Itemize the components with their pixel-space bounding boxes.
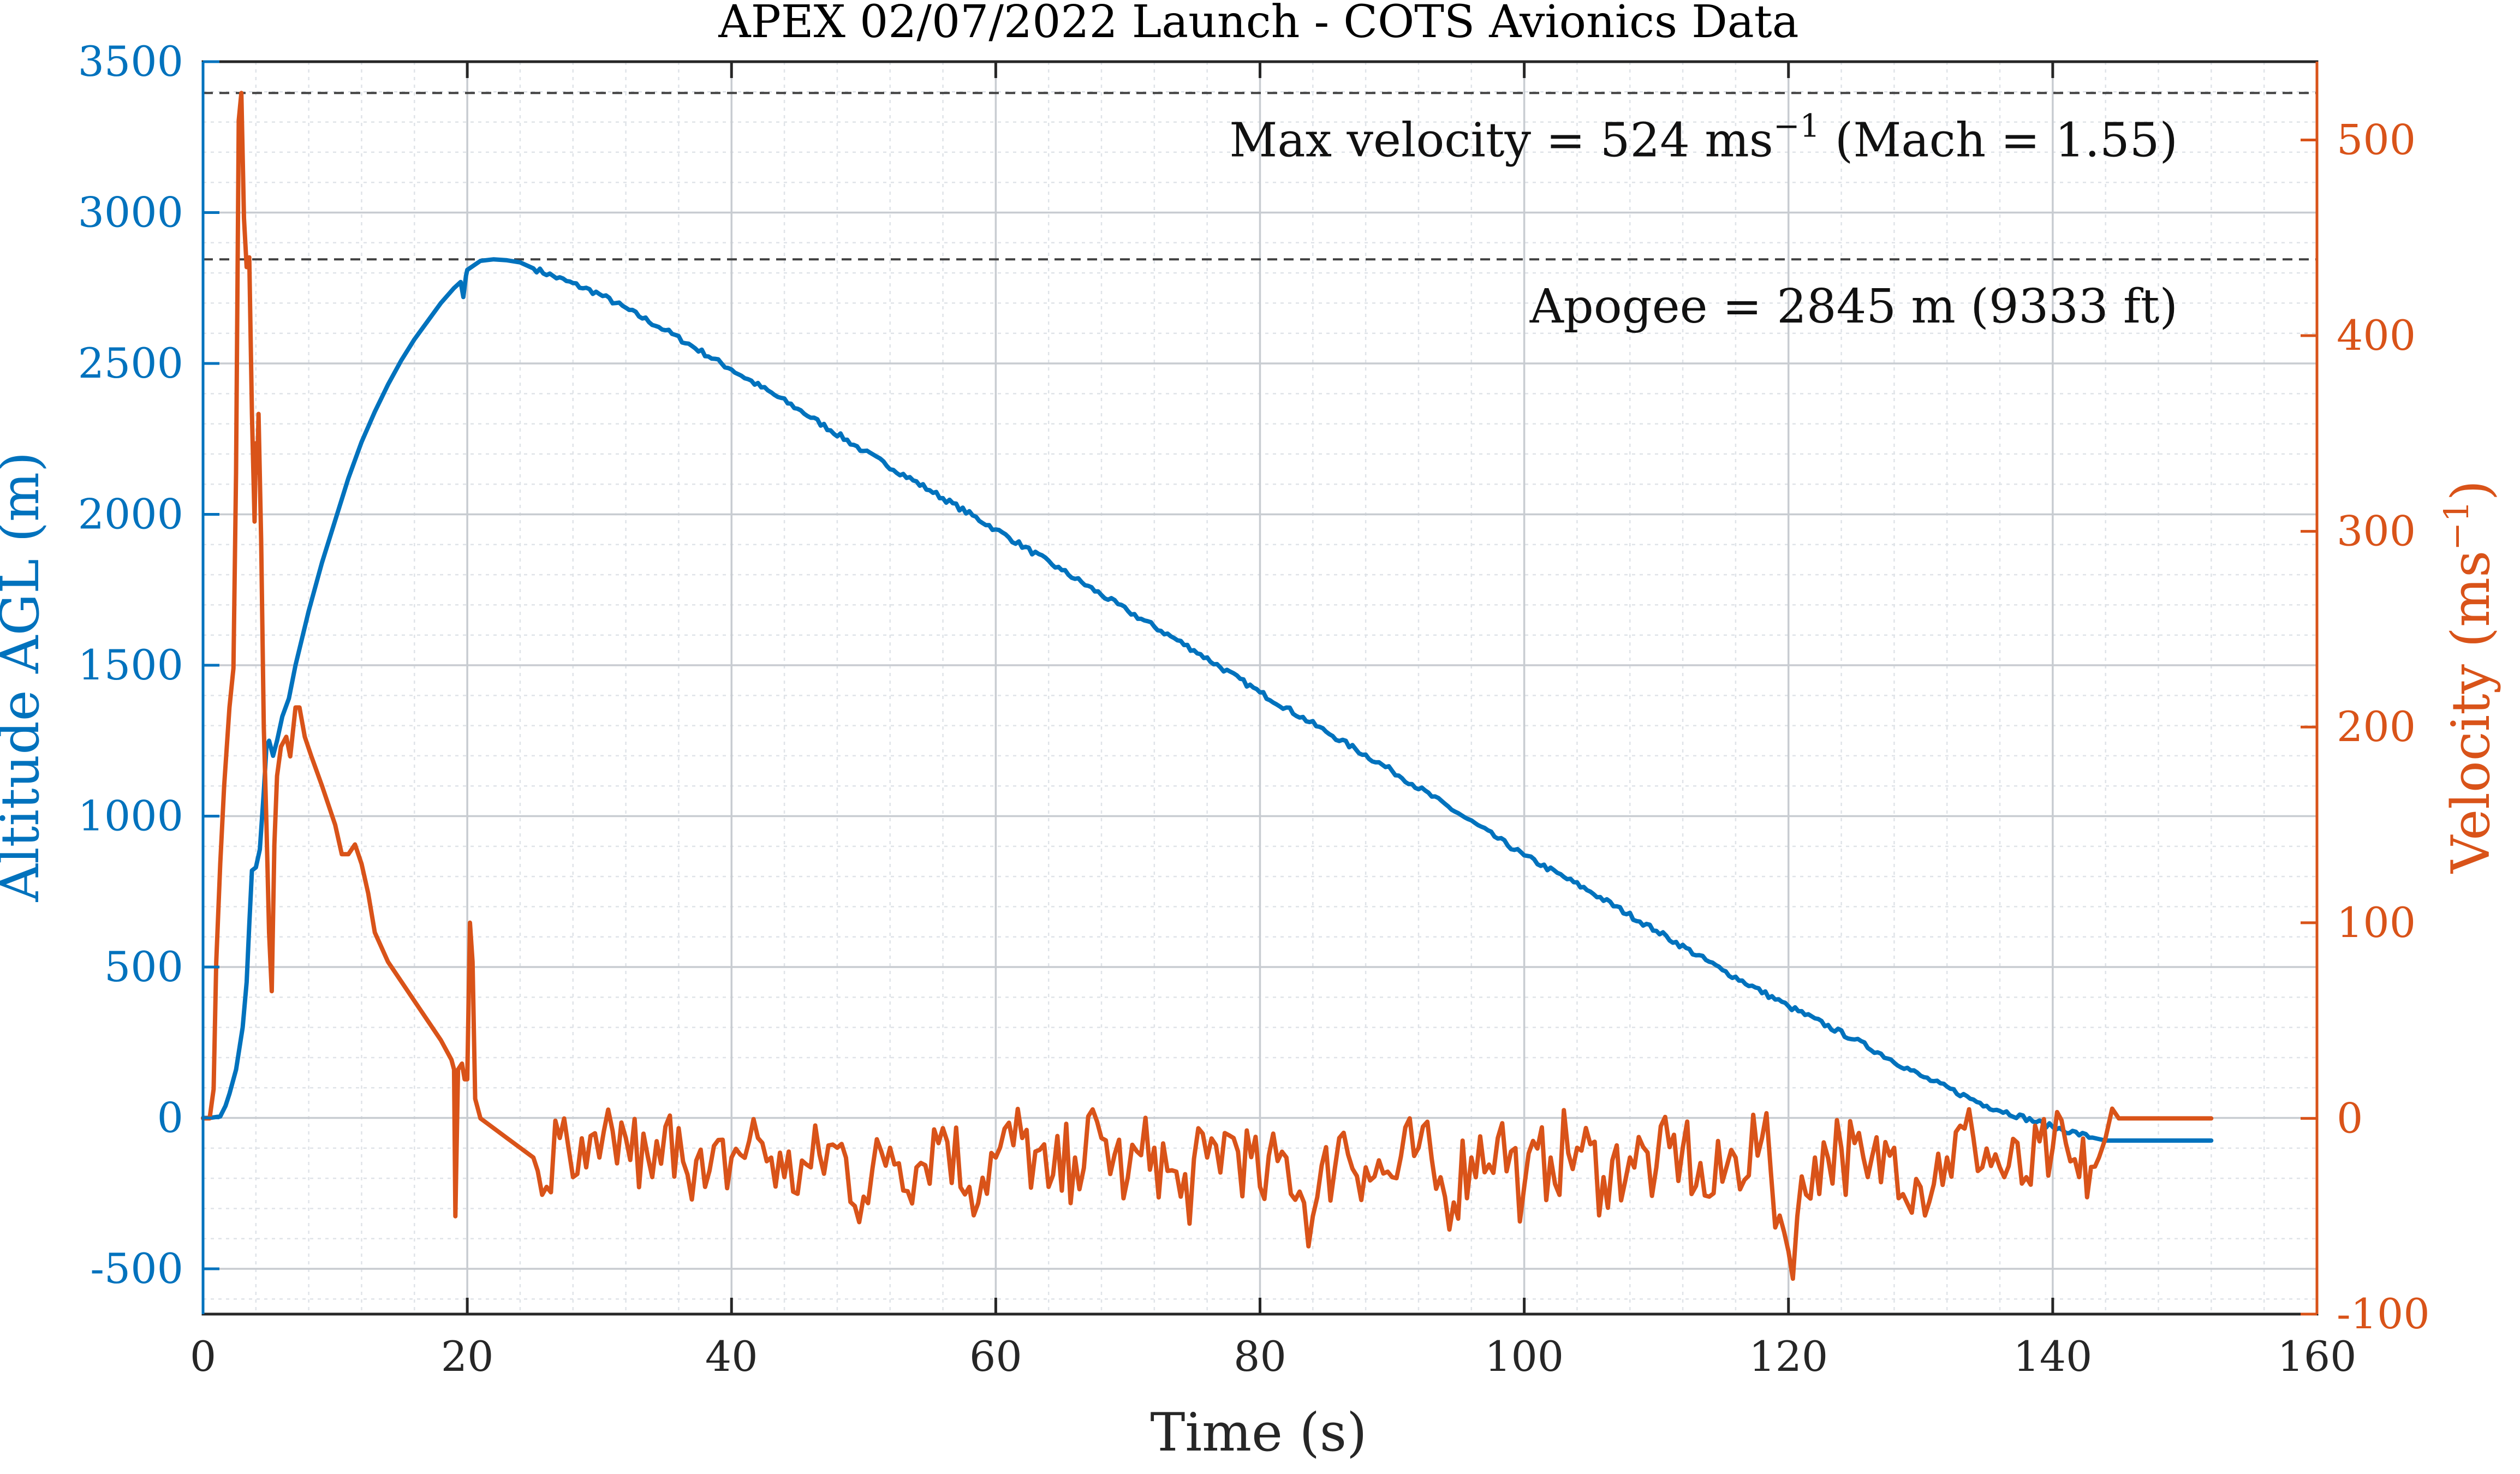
x-axis-label: Time (s) — [1150, 1402, 1367, 1463]
annotation-label: Apogee = 2845 m (9333 ft) — [1529, 279, 2178, 334]
y-left-tick-label: 1000 — [78, 792, 183, 840]
y-left-tick-label: 0 — [157, 1094, 183, 1142]
reference-lines — [203, 92, 2317, 261]
annotation-label: Max velocity = 524 ms−1 (Mach = 1.55) — [1229, 107, 2178, 168]
y-axis-right-label-main: Velocity (ms — [2440, 551, 2501, 874]
y-right-tick-label: 100 — [2337, 898, 2416, 947]
ticks — [201, 60, 2319, 1316]
y-left-tick-label: 3000 — [78, 188, 183, 237]
y-left-tick-label: 2000 — [78, 490, 183, 539]
annotation-text: Apogee = 2845 m (9333 ft) — [1529, 279, 2178, 334]
y-axis-right-label-sup: −1 — [2436, 500, 2476, 550]
y-axis-right-label-close: ) — [2440, 480, 2501, 500]
y-right-tick-label: 400 — [2337, 311, 2416, 360]
y-right-tick-label: 300 — [2337, 507, 2416, 556]
y-left-tick-label: 3500 — [78, 37, 183, 86]
grid — [202, 61, 2318, 1314]
y-axis-right-label: Velocity (ms−1) — [2436, 480, 2501, 874]
chart-title: APEX 02/07/2022 Launch - COTS Avionics D… — [718, 0, 1798, 48]
x-tick-label: 120 — [1749, 1332, 1828, 1381]
y-axis-left-label: Altitude AGL (m) — [0, 452, 51, 903]
y-left-tick-label: 1500 — [78, 641, 183, 689]
y-right-tick-label: -100 — [2337, 1290, 2430, 1338]
y-right-tick-label: 500 — [2337, 115, 2416, 164]
y-right-tick-label: 200 — [2337, 702, 2416, 751]
annotation-tail: (Mach = 1.55) — [1820, 113, 2178, 168]
series — [201, 91, 2214, 1281]
y-left-tick-label: -500 — [90, 1244, 183, 1293]
x-tick-label: 160 — [2277, 1332, 2356, 1381]
altitude-series-line — [201, 257, 2214, 1143]
annotation-text: Max velocity = 524 ms — [1229, 113, 1773, 168]
velocity-series-line — [201, 91, 2214, 1281]
x-tick-label: 0 — [190, 1332, 216, 1381]
x-tick-label: 20 — [441, 1332, 494, 1381]
x-tick-label: 80 — [1234, 1332, 1286, 1381]
x-tick-label: 100 — [1485, 1332, 1564, 1381]
y-left-tick-label: 500 — [104, 942, 183, 991]
x-tick-label: 40 — [705, 1332, 758, 1381]
x-tick-label: 60 — [969, 1332, 1022, 1381]
y-right-tick-label: 0 — [2337, 1094, 2363, 1142]
annotation-sup: −1 — [1773, 107, 1820, 144]
x-tick-label: 140 — [2013, 1332, 2092, 1381]
y-left-tick-label: 2500 — [78, 339, 183, 387]
